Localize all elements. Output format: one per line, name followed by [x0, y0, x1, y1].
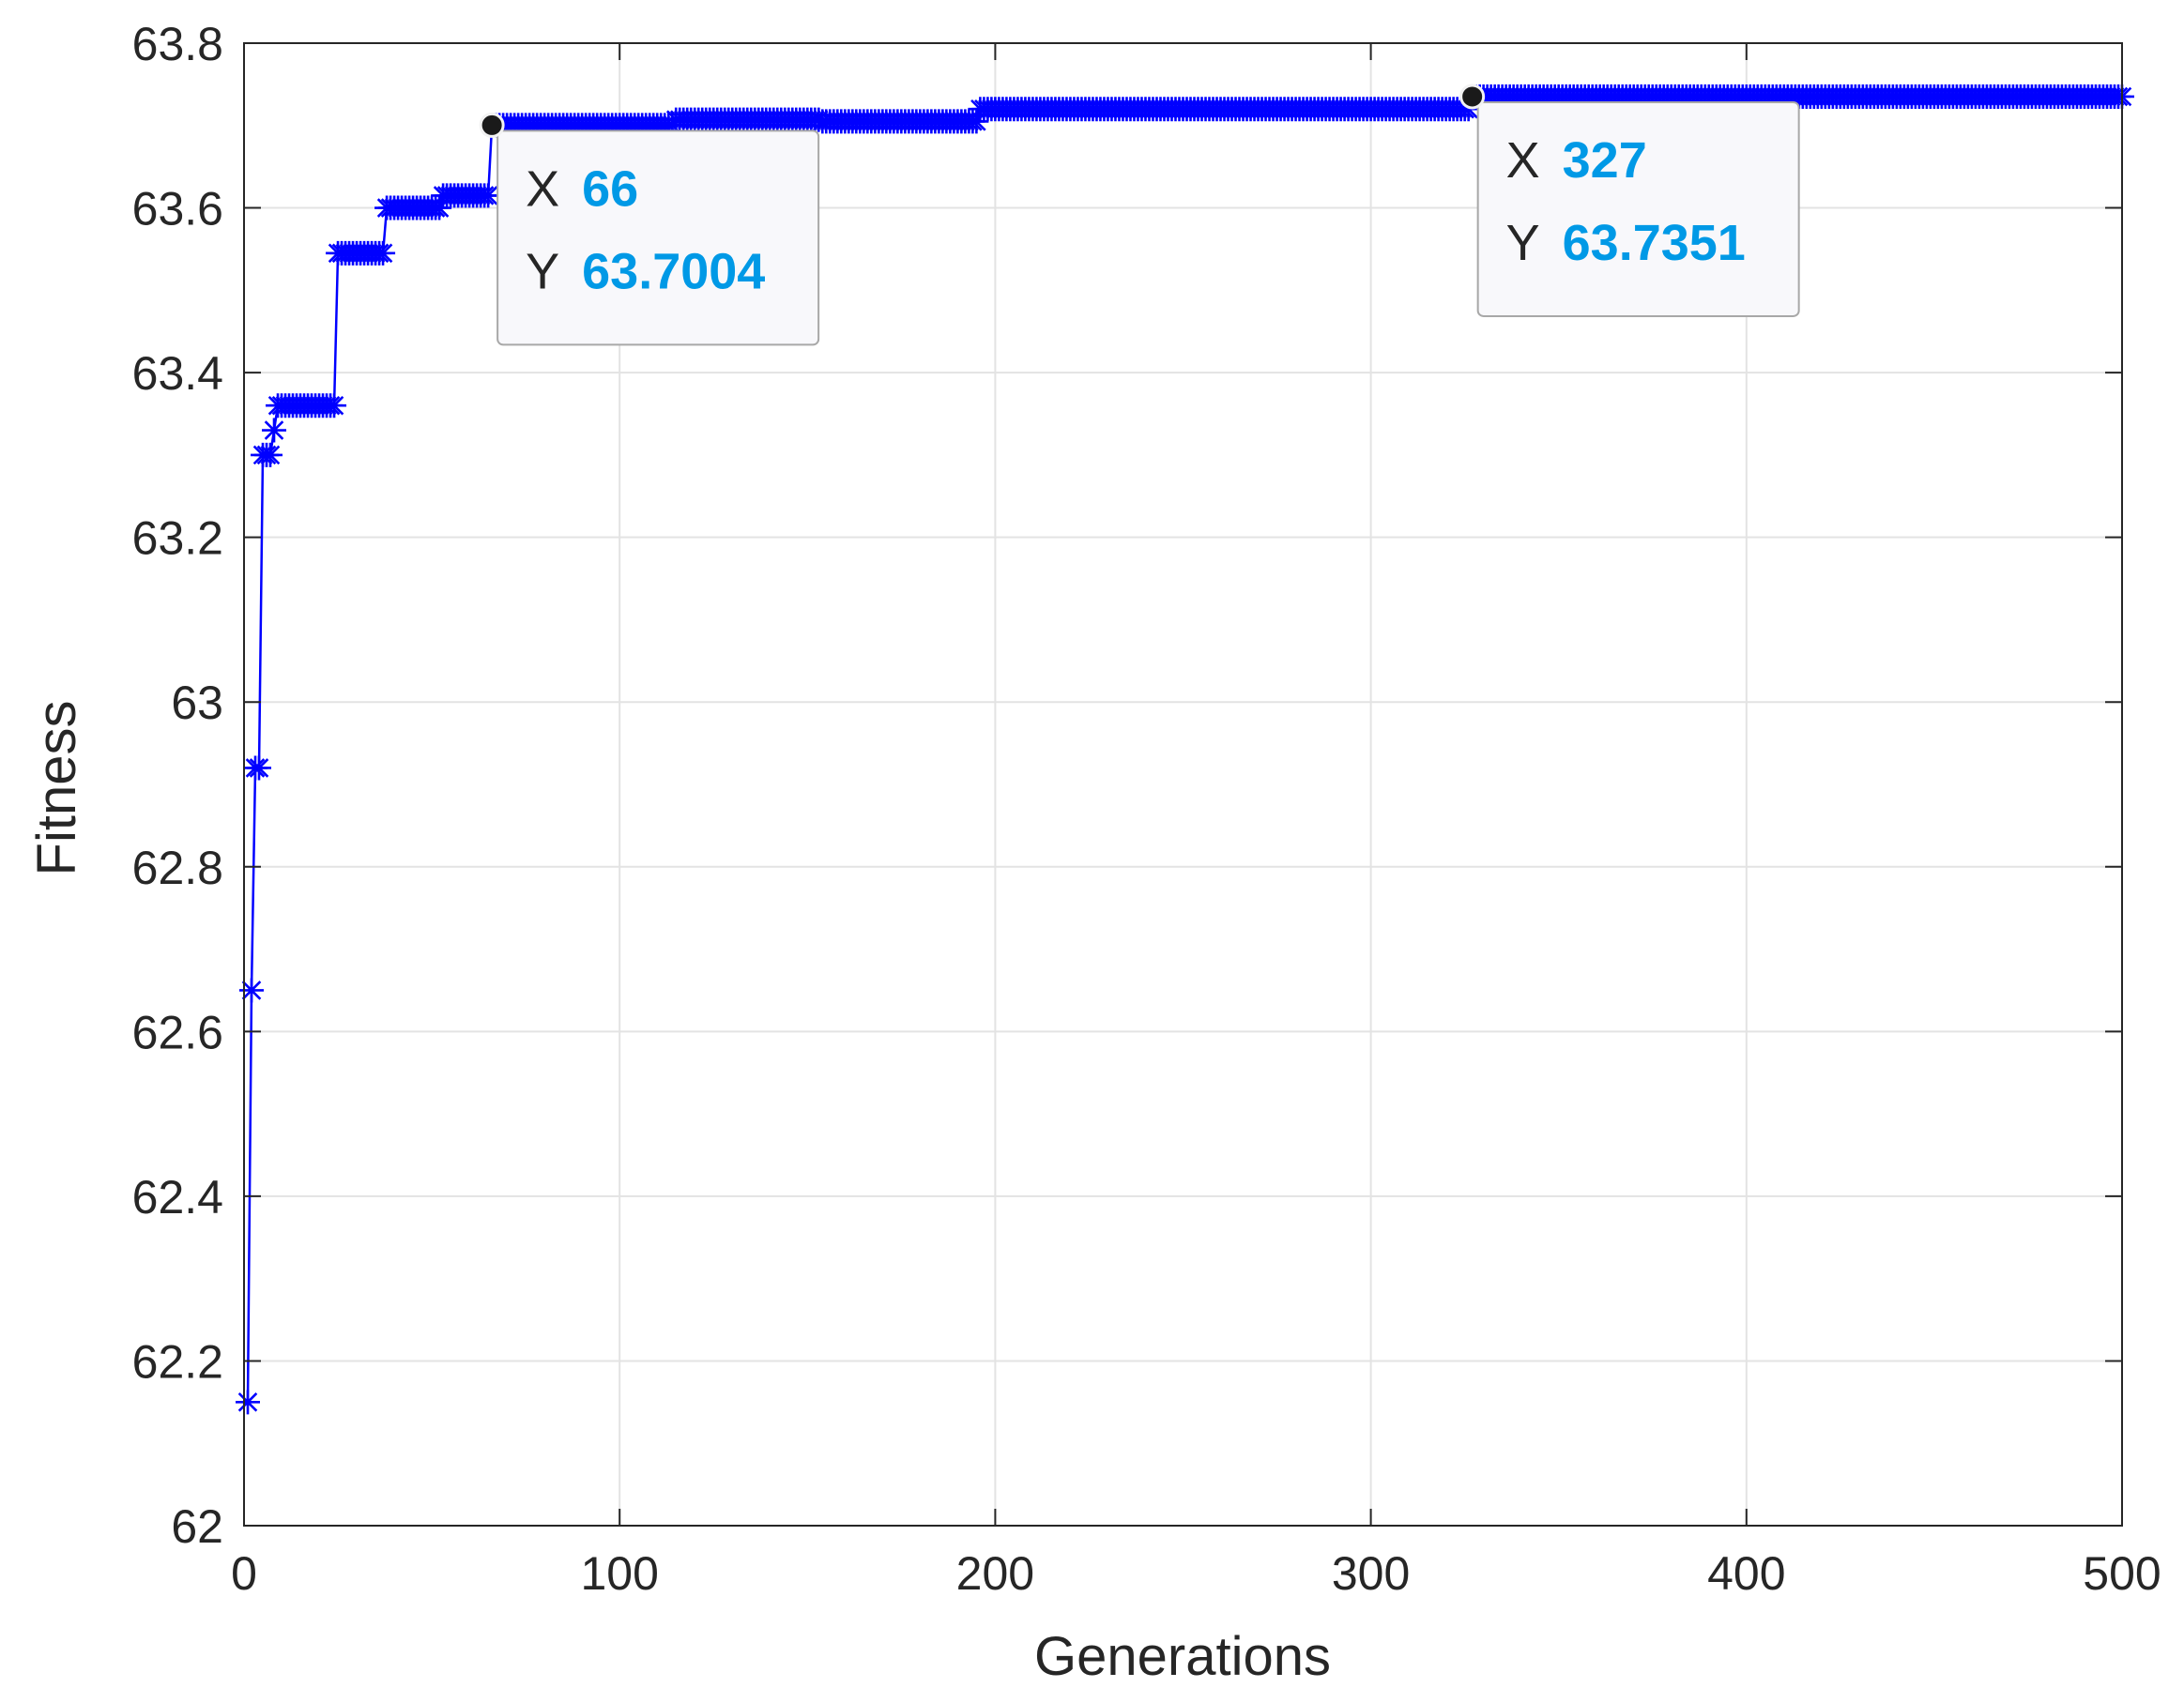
data-point-marker — [427, 195, 452, 220]
datatip-x-label: X — [526, 160, 559, 217]
data-point-marker — [322, 393, 347, 418]
grid — [244, 43, 2122, 1526]
datatip-y-label: Y — [526, 243, 559, 299]
data-point-marker — [476, 183, 501, 208]
datatip[interactable]: X 327 Y 63.7351 — [1459, 84, 1800, 317]
y-tick-label: 62 — [171, 1500, 223, 1553]
data-point-marker — [806, 107, 832, 132]
y-tick-label: 62.6 — [132, 1006, 223, 1058]
datatip-y-value: 63.7351 — [1563, 215, 1746, 271]
y-tick-label: 62.8 — [132, 842, 223, 894]
x-tick-label: 200 — [956, 1547, 1034, 1600]
x-axis-ticks: 0 100 200 300 400 500 — [231, 43, 2161, 1600]
datatip-marker[interactable] — [479, 112, 505, 138]
y-tick-label: 63.4 — [132, 347, 223, 400]
y-tick-label: 63 — [171, 677, 223, 729]
data-point-marker — [371, 240, 396, 266]
y-tick-label: 63.8 — [132, 18, 223, 70]
datatip-x-value: 327 — [1563, 132, 1647, 189]
x-tick-label: 0 — [231, 1547, 257, 1600]
datatips: X 66 Y 63.7004 X 327 Y 63.7351 — [479, 84, 1800, 346]
datatip-marker[interactable] — [1459, 84, 1486, 110]
datatip-x-value: 66 — [582, 160, 638, 217]
y-axis-ticks: 62 62.2 62.4 62.6 62.8 63 63.2 63.4 63.6 63.8 — [132, 18, 2122, 1553]
x-axis-label: Generations — [1034, 1626, 1331, 1687]
data-point-marker — [258, 442, 283, 467]
data-point-marker — [1456, 97, 1481, 122]
x-tick-label: 500 — [2083, 1547, 2161, 1600]
datatip-box — [496, 129, 820, 346]
datatip-y-label: Y — [1506, 215, 1540, 271]
y-tick-label: 62.4 — [132, 1171, 223, 1224]
data-point-marker — [262, 418, 287, 443]
y-axis-label: Fitness — [26, 701, 87, 876]
data-point-marker — [239, 978, 265, 1003]
plot-frame — [243, 42, 2123, 1527]
x-tick-label: 400 — [1707, 1547, 1785, 1600]
y-tick-label: 63.2 — [132, 512, 223, 565]
data-point-marker — [964, 109, 989, 134]
x-tick-label: 100 — [580, 1547, 658, 1600]
x-tick-label: 300 — [1332, 1547, 1410, 1600]
data-point-marker — [247, 755, 272, 781]
datatip[interactable]: X 66 Y 63.7004 — [479, 112, 820, 346]
y-tick-label: 63.6 — [132, 183, 223, 236]
datatip-y-value: 63.7004 — [582, 243, 765, 299]
data-point-marker — [236, 1390, 261, 1415]
datatip-box — [1476, 100, 1800, 317]
datatip-x-label: X — [1506, 132, 1540, 189]
y-tick-label: 62.2 — [132, 1335, 223, 1388]
